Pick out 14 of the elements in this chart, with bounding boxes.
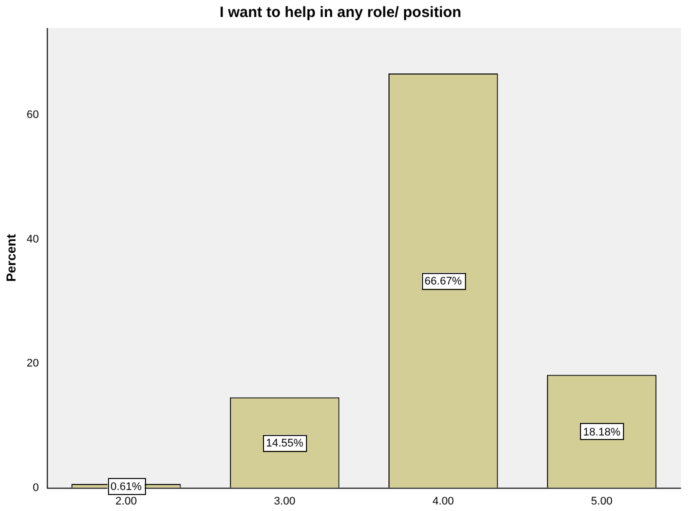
chart-title: I want to help in any role/ position [220,4,462,22]
y-axis-title: Percent [3,233,18,282]
y-tick-label: 40 [26,233,39,246]
data-label: 0.61% [110,480,142,493]
x-tick-label: 3.00 [274,495,296,508]
x-tick-label: 4.00 [432,495,454,508]
y-tick-label: 0 [32,482,39,494]
data-label: 66.67% [424,276,462,288]
x-tick-label: 2.00 [115,495,137,508]
y-tick-label: 60 [26,109,39,122]
x-tick-label: 5.00 [591,495,612,508]
y-tick-label: 20 [26,358,39,370]
data-label: 14.55% [266,438,304,450]
data-label: 18.18% [583,426,621,438]
